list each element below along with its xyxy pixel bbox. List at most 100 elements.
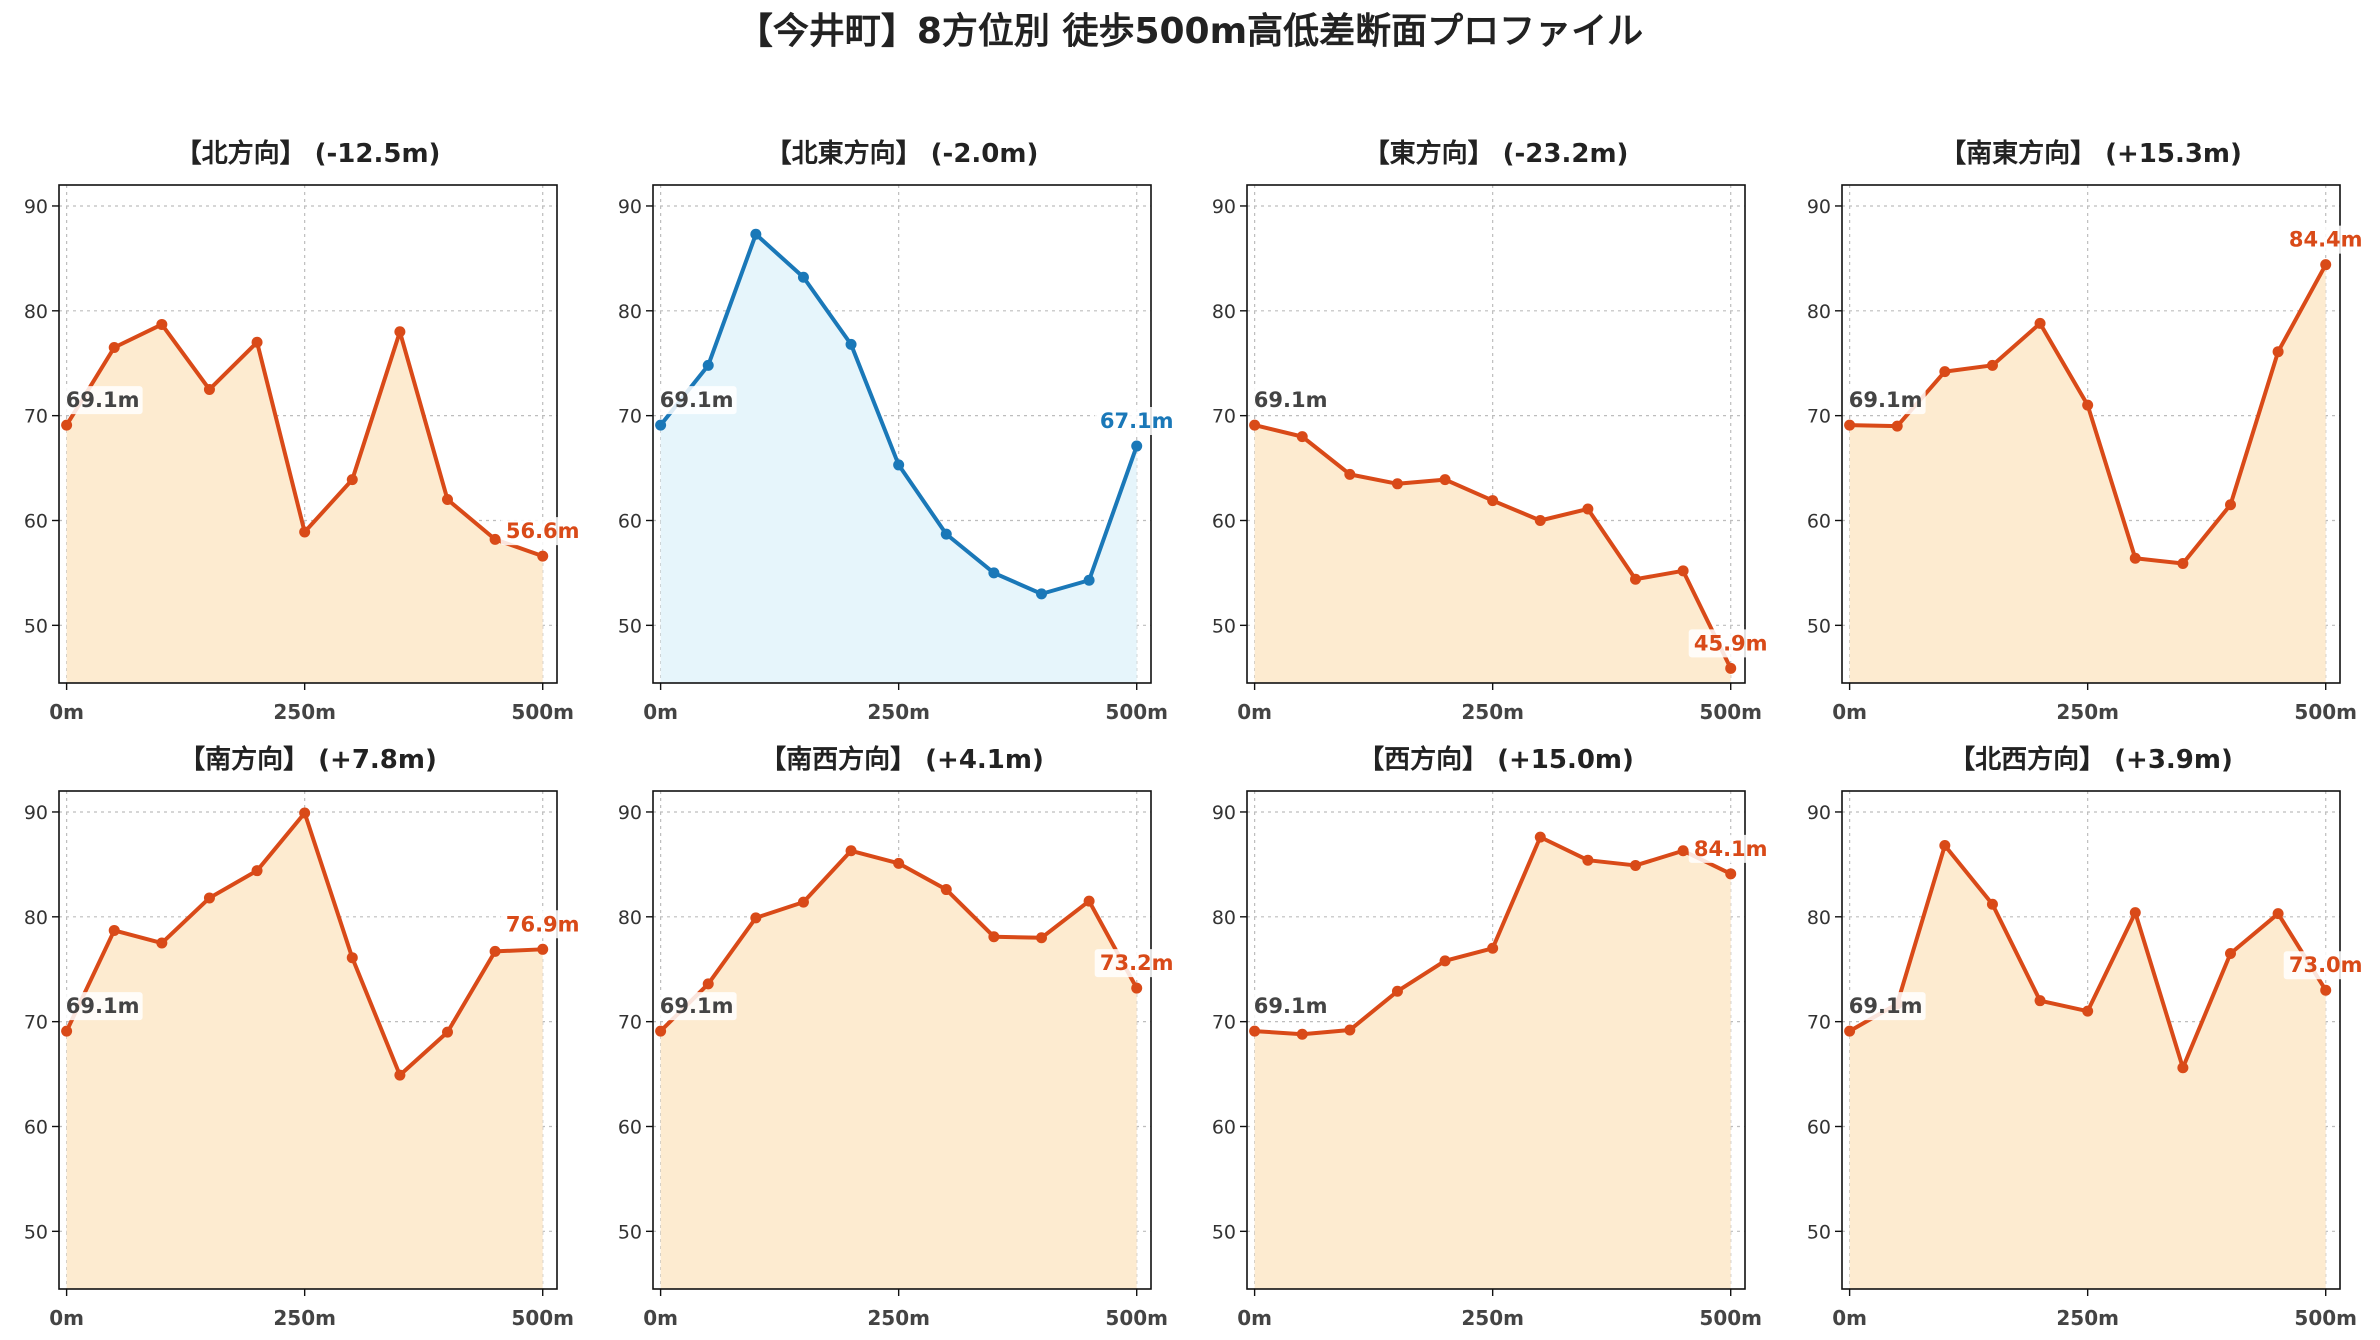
elevation-point: [1439, 474, 1451, 486]
elevation-point: [1725, 662, 1737, 674]
elevation-point: [2129, 552, 2141, 564]
y-tick-label: 60: [1212, 510, 1236, 532]
x-tick-label: 500m: [1699, 700, 1762, 724]
plot-frame: [1246, 790, 1746, 1290]
elevation-point: [893, 459, 905, 471]
elevation-point: [1844, 419, 1856, 431]
elevation-point: [2320, 984, 2332, 996]
elevation-point: [1083, 895, 1095, 907]
x-tick-label: 250m: [273, 1306, 336, 1330]
elevation-point: [988, 567, 1000, 579]
y-tick-label: 60: [618, 1116, 642, 1138]
x-tick-label: 500m: [1699, 1306, 1762, 1330]
y-tick-label: 80: [1212, 301, 1236, 323]
elevation-point: [1534, 514, 1546, 526]
elevation-point: [1939, 366, 1951, 378]
y-tick-label: 60: [24, 510, 48, 532]
y-tick-label: 90: [1212, 802, 1236, 824]
panel-title: 【北東方向】 (-2.0m): [766, 138, 1039, 169]
elevation-point: [1487, 495, 1499, 507]
end-elevation-label: 56.6m: [506, 519, 580, 543]
elevation-area: [1254, 837, 1731, 1289]
start-label-box: [656, 386, 737, 415]
plot-frame: [1246, 184, 1746, 684]
elevation-point: [1891, 420, 1903, 432]
elevation-point: [2272, 346, 2284, 358]
elevation-point: [203, 892, 215, 904]
elevation-point: [2129, 907, 2141, 919]
y-tick-label: 60: [1212, 1116, 1236, 1138]
y-tick-label: 90: [24, 802, 48, 824]
x-tick-label: 250m: [1461, 700, 1524, 724]
end-label-box: [1688, 629, 1773, 658]
elevation-point: [1986, 359, 1998, 371]
y-tick-label: 70: [1807, 1012, 1831, 1034]
y-tick-label: 80: [618, 301, 642, 323]
y-tick-label: 80: [1807, 907, 1831, 929]
elevation-point: [1677, 845, 1689, 857]
end-elevation-label: 45.9m: [1694, 631, 1768, 655]
profile-panel: 【南西方向】 (+4.1m) 50 60 70 80 90 0m 250m 500m 69.1m 7…: [618, 744, 1179, 1330]
elevation-point: [1677, 565, 1689, 577]
x-tick-label: 0m: [1237, 1306, 1272, 1330]
elevation-point: [1035, 588, 1047, 600]
x-tick-label: 250m: [1461, 1306, 1524, 1330]
end-label-box: [2283, 225, 2368, 254]
elevation-point: [1844, 1025, 1856, 1037]
elevation-area: [1254, 425, 1731, 683]
x-tick-label: 0m: [643, 700, 678, 724]
panel-title: 【北方向】 (-12.5m): [176, 138, 441, 169]
start-label-box: [62, 386, 143, 415]
profile-panel: 【北東方向】 (-2.0m) 50 60 70 80 90 0m 250m 500m 69.1m 6…: [618, 138, 1179, 724]
elevation-point: [537, 550, 549, 562]
panel-title: 【南西方向】 (+4.1m): [760, 744, 1044, 775]
start-label-box: [1250, 992, 1331, 1021]
elevation-point: [1391, 478, 1403, 490]
elevation-point: [1249, 419, 1261, 431]
x-tick-label: 250m: [2056, 700, 2119, 724]
end-label-box: [1094, 949, 1179, 978]
x-tick-label: 500m: [511, 700, 574, 724]
profile-panel: 【北西方向】 (+3.9m) 50 60 70 80 90 0m 250m 500m 69.1m 7…: [1807, 744, 2368, 1330]
start-elevation-label: 69.1m: [66, 994, 140, 1018]
elevation-point: [203, 383, 215, 395]
x-tick-label: 250m: [2056, 1306, 2119, 1330]
elevation-point: [1534, 831, 1546, 843]
y-tick-label: 70: [24, 406, 48, 428]
x-tick-label: 250m: [273, 700, 336, 724]
x-tick-label: 500m: [1105, 700, 1168, 724]
elevation-point: [1131, 440, 1143, 452]
y-tick-label: 60: [1807, 1116, 1831, 1138]
end-elevation-label: 73.0m: [2289, 953, 2363, 977]
y-tick-label: 50: [618, 615, 642, 637]
y-tick-label: 50: [24, 1221, 48, 1243]
x-tick-label: 500m: [2294, 1306, 2357, 1330]
x-tick-label: 0m: [643, 1306, 678, 1330]
elevation-point: [702, 359, 714, 371]
elevation-point: [108, 342, 120, 354]
elevation-point: [1391, 985, 1403, 997]
y-tick-label: 70: [24, 1012, 48, 1034]
start-elevation-label: 69.1m: [1254, 388, 1328, 412]
elevation-point: [893, 857, 905, 869]
plot-frame: [58, 790, 558, 1290]
y-tick-label: 80: [1212, 907, 1236, 929]
plot-frame: [58, 184, 558, 684]
elevation-point: [1725, 868, 1737, 880]
elevation-point: [750, 912, 762, 924]
end-label-box: [500, 910, 585, 939]
y-tick-label: 90: [618, 196, 642, 218]
elevation-point: [2224, 499, 2236, 511]
panel-title: 【西方向】 (+15.0m): [1358, 744, 1634, 775]
elevation-point: [156, 937, 168, 949]
elevation-area: [66, 813, 543, 1289]
panel-title: 【北西方向】 (+3.9m): [1949, 744, 2233, 775]
elevation-point: [1344, 1024, 1356, 1036]
y-tick-label: 70: [618, 406, 642, 428]
x-tick-label: 500m: [1105, 1306, 1168, 1330]
elevation-area: [1849, 845, 2326, 1289]
start-elevation-label: 69.1m: [1254, 994, 1328, 1018]
elevation-point: [1629, 859, 1641, 871]
y-tick-label: 50: [618, 1221, 642, 1243]
